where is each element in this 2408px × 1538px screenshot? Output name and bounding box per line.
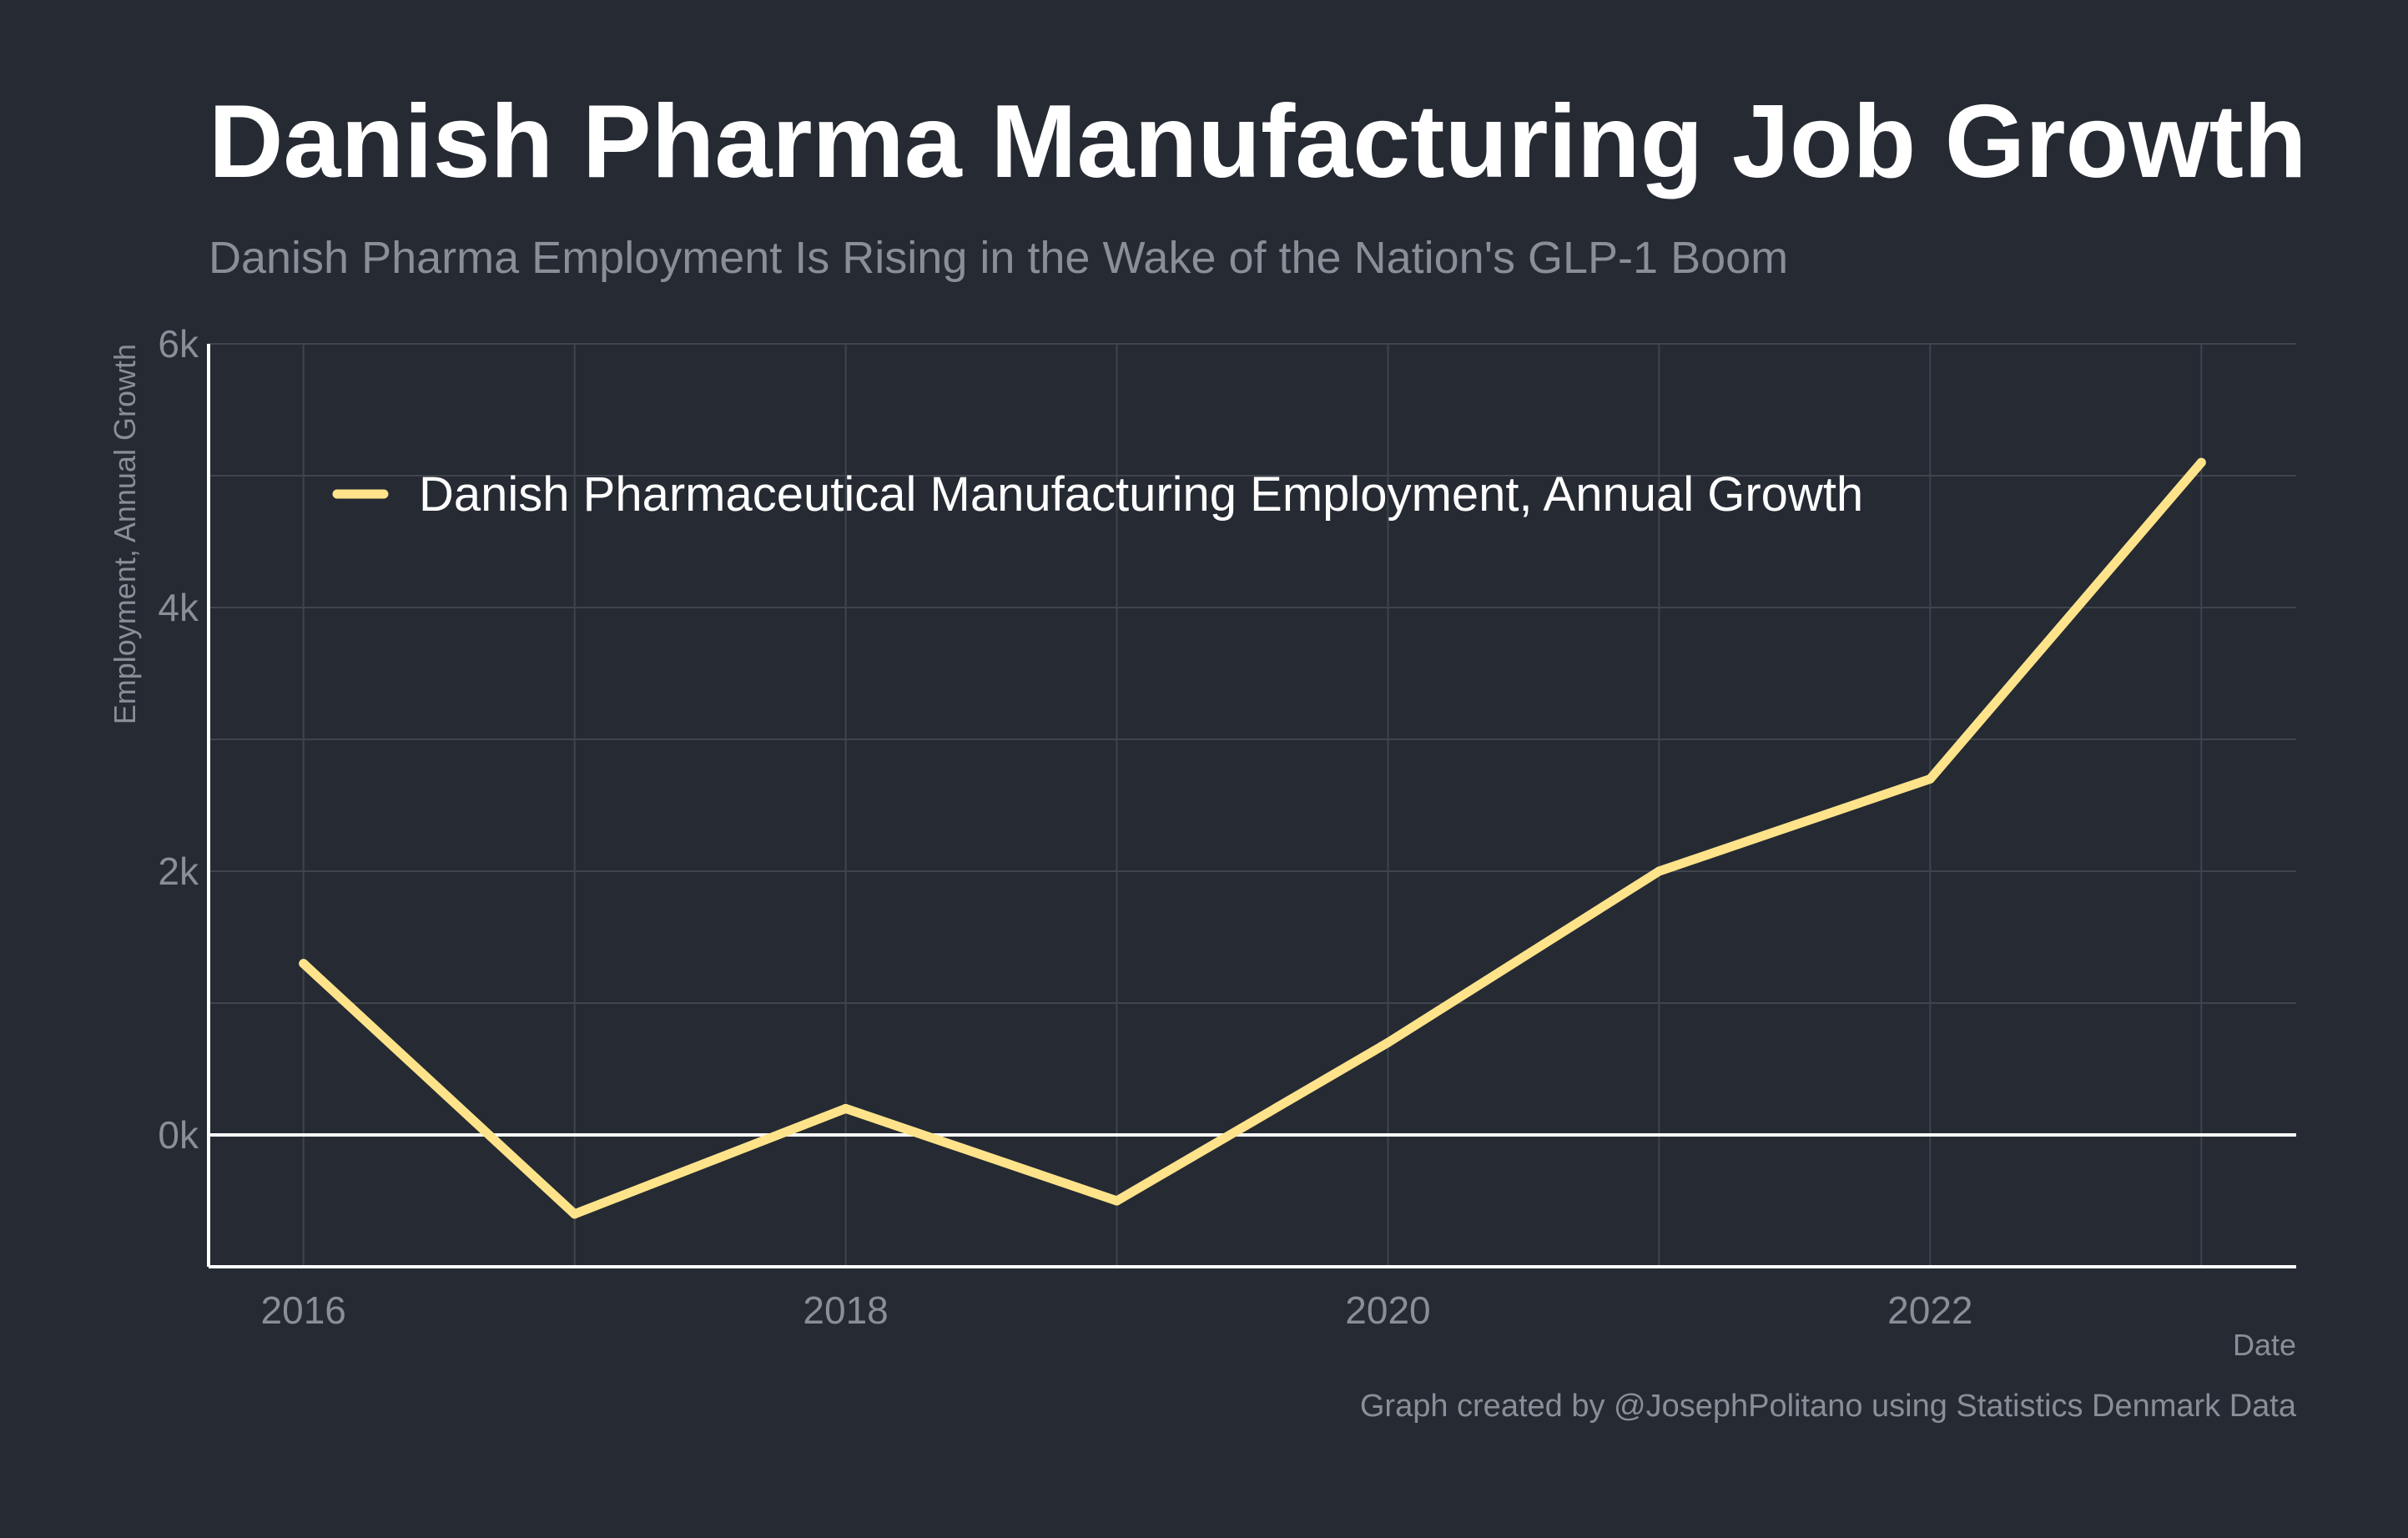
data-point (570, 1209, 580, 1219)
data-point (299, 959, 309, 969)
y-tick-label: 2k (158, 850, 199, 893)
legend-label: Danish Pharmaceutical Manufacturing Empl… (419, 467, 1863, 522)
x-tick-label: 2020 (1345, 1288, 1430, 1332)
data-point (1112, 1196, 1122, 1206)
data-point (1383, 1037, 1393, 1047)
series-line (299, 457, 2206, 1219)
x-axis-label: Date (2233, 1328, 2296, 1362)
x-tick-label: 2018 (803, 1288, 888, 1332)
y-tick-label: 6k (158, 322, 199, 366)
data-point (1654, 866, 1664, 876)
y-tick-label: 4k (158, 586, 199, 629)
legend: Danish Pharmaceutical Manufacturing Empl… (332, 467, 1863, 522)
labels-layer: 0k 2k 4k 6k 2016 2018 2020 2022 Date Employment, … (108, 322, 2296, 1362)
source-caption: Graph created by @JosephPolitano using S… (1359, 1389, 2296, 1424)
chart-title: Danish Pharma Manufacturing Job Growth (209, 84, 2307, 199)
grid-lines (209, 343, 2296, 1268)
axes (207, 344, 2296, 1268)
x-tick-label: 2022 (1887, 1288, 1972, 1332)
y-tick-label: 0k (158, 1113, 199, 1157)
chart-subtitle: Danish Pharma Employment Is Rising in th… (209, 233, 1789, 283)
x-tick-label: 2016 (261, 1288, 346, 1332)
data-point (841, 1103, 851, 1113)
y-axis-label: Employment, Annual Growth (108, 344, 142, 724)
series-layer (299, 457, 2206, 1219)
data-point (1925, 774, 1935, 784)
data-point (2196, 457, 2206, 467)
